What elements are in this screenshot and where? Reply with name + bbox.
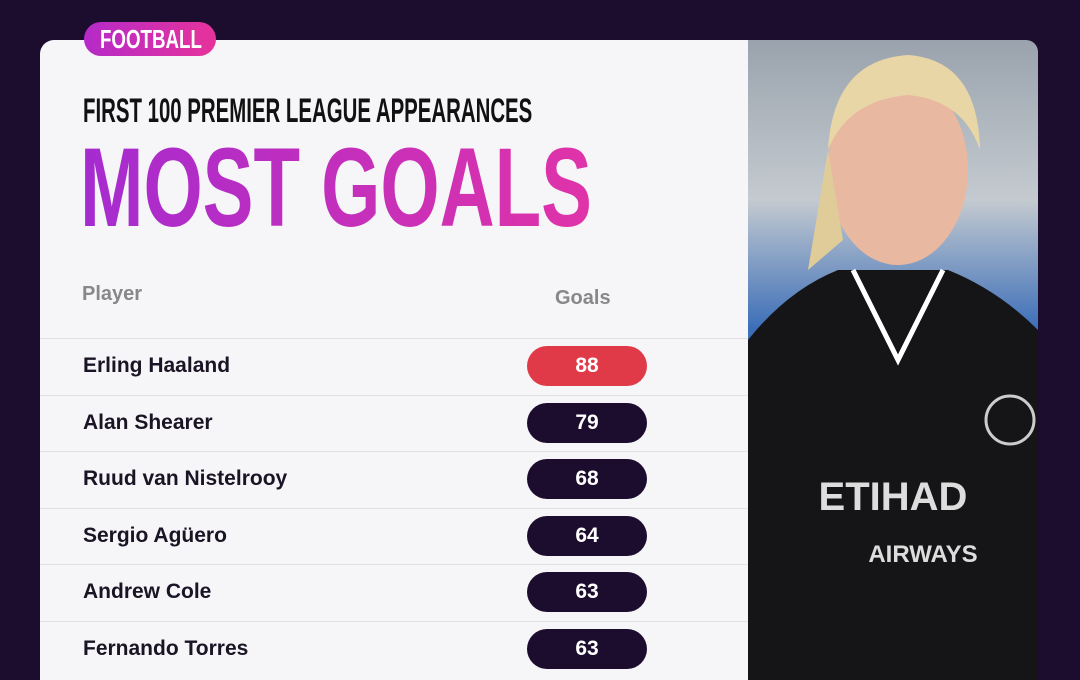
goals-badge: 64 [527, 515, 647, 556]
player-name: Fernando Torres [83, 636, 249, 660]
goals-badge: 88 [527, 346, 647, 386]
goals-badge: 63 [527, 628, 647, 669]
player-name: Ruud van Nistelrooy [83, 467, 288, 490]
player-name: Andrew Cole [83, 580, 212, 603]
player-name: Erling Haaland [83, 354, 231, 377]
table-row: Andrew Cole 63 [40, 564, 748, 621]
shirt-sponsor: ETIHAD [819, 475, 968, 519]
table-row: Ruud van Nistelrooy 68 [40, 451, 748, 508]
player-name: Alan Shearer [83, 410, 213, 434]
table-row: Sergio Agüero 64 [40, 507, 748, 565]
shirt-sponsor-sub: AIRWAYS [868, 541, 977, 568]
subtitle: FIRST 100 PREMIER LEAGUE APPEARANCES [83, 92, 533, 130]
player-photo: ETIHAD AIRWAYS [748, 40, 1038, 680]
player-name: Sergio Agüero [83, 523, 227, 547]
category-tag-label: FOOTBALL [100, 24, 202, 54]
goals-badge: 68 [527, 459, 647, 499]
header-goals: Goals [555, 287, 611, 309]
table-row: Erling Haaland 88 [40, 338, 748, 395]
category-tag: FOOTBALL [84, 22, 216, 56]
page-title: MOST GOALS [80, 125, 592, 250]
club-crest-icon [984, 394, 1036, 446]
table-row: Fernando Torres 63 [40, 620, 748, 678]
table-row: Alan Shearer 79 [40, 394, 748, 452]
header-player: Player [82, 283, 143, 305]
goals-badge: 79 [527, 402, 647, 443]
goals-badge: 63 [527, 572, 647, 612]
